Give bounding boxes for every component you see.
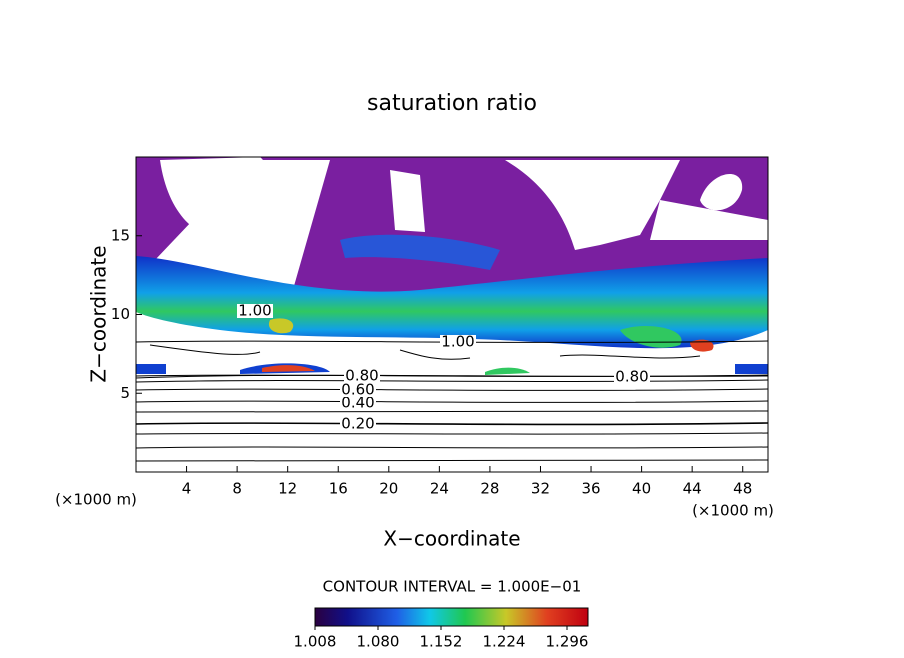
x-unit-label: (×1000 m)	[55, 491, 137, 509]
contour-label-bg	[614, 370, 650, 384]
x-tick-label: 32	[531, 480, 550, 498]
x-tick-label: 20	[379, 480, 398, 498]
contour-label-bg	[440, 335, 476, 349]
x-tick-label: 4	[182, 480, 192, 498]
colorbar-tick-label: 1.296	[546, 633, 589, 651]
x-tick-label: 40	[632, 480, 651, 498]
field	[136, 157, 768, 375]
contour-label: 0.60	[341, 381, 374, 399]
x-tick-label: 48	[733, 480, 752, 498]
colorbar-tick-label: 1.008	[294, 633, 337, 651]
x-tick-label: 28	[480, 480, 499, 498]
contour-line	[135, 388, 769, 391]
contour-label-bg	[340, 396, 376, 410]
contour-label-bg	[340, 417, 376, 431]
contour-label: 0.80	[345, 367, 378, 385]
y-tick-label: 5	[120, 384, 130, 402]
contour-label-bg	[344, 369, 380, 383]
colorbar-tick-label: 1.152	[420, 633, 463, 651]
chart-title: saturation ratio	[367, 91, 537, 116]
x-axis-label: X−coordinate	[383, 527, 520, 551]
colorbar-tick-label: 1.224	[483, 633, 526, 651]
contour-line	[135, 422, 769, 426]
colorbar	[314, 607, 589, 627]
x-tick-label: 16	[329, 480, 348, 498]
x-tick-label: 12	[278, 480, 297, 498]
y-tick-label: 15	[111, 226, 130, 244]
y-axis-label: Z−coordinate	[87, 245, 111, 382]
x-unit-label: (×1000 m)	[692, 502, 774, 520]
x-tick-label: 44	[683, 480, 702, 498]
contour-line	[135, 374, 769, 377]
contour-label: 1.00	[441, 333, 474, 351]
x-tick-label: 8	[232, 480, 242, 498]
contour-label-bg	[340, 383, 376, 397]
y-tick-label: 10	[111, 305, 130, 323]
contour-interval: CONTOUR INTERVAL = 1.000E−01	[323, 578, 582, 596]
colorbar-tick-label: 1.080	[357, 633, 400, 651]
contour-lines	[135, 344, 769, 462]
contour-label: 0.40	[341, 394, 374, 412]
contour-label: 0.80	[615, 368, 648, 386]
contour-label: 1.00	[238, 302, 271, 320]
x-tick-label: 36	[581, 480, 600, 498]
contour-line	[135, 340, 769, 343]
contour-label-bg	[237, 304, 273, 318]
x-tick-label: 24	[430, 480, 449, 498]
contour-line	[135, 400, 769, 403]
contour-label: 0.20	[341, 415, 374, 433]
